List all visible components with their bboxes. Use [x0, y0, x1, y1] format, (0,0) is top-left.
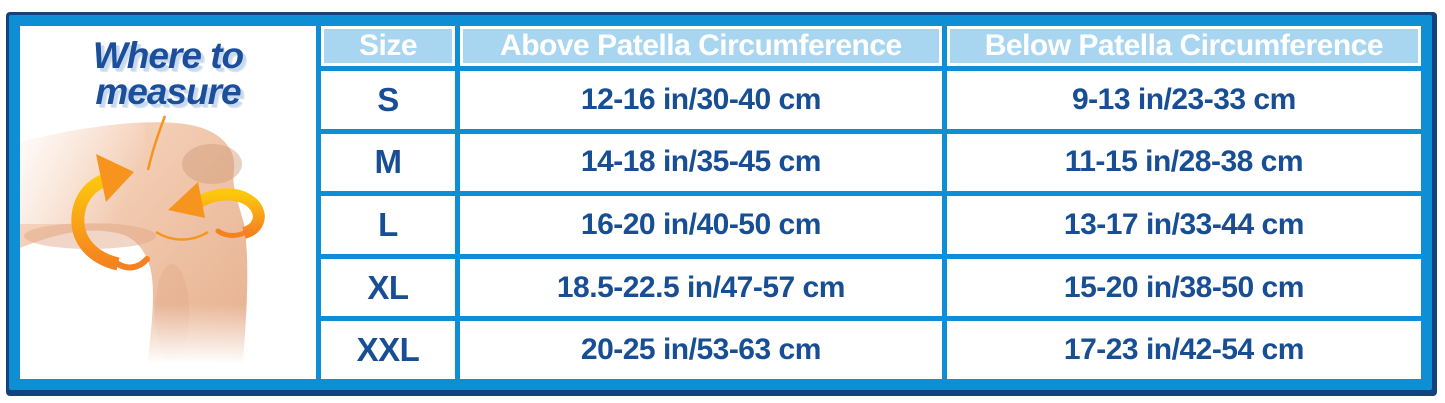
knee-measurement-illustration — [20, 112, 265, 374]
above-cell: 18.5-22.5 in/47-57 cm — [460, 258, 942, 317]
circumference-arrow-above-patella-icon — [71, 154, 150, 271]
above-cell: 20-25 in/53-63 cm — [460, 321, 942, 379]
above-cell: 14-18 in/35-45 cm — [460, 133, 942, 192]
table-row: M 14-18 in/35-45 cm 11-15 in/28-38 cm — [321, 133, 1421, 192]
bent-knee-leg — [20, 112, 263, 374]
panel-title: Where to measure — [20, 35, 316, 112]
blue-border-frame: Where to measure — [9, 15, 1432, 390]
below-cell: 9-13 in/23-33 cm — [946, 71, 1421, 129]
column-header-below-patella: Below Patella Circumference — [946, 26, 1421, 66]
size-cell: XL — [321, 258, 455, 317]
below-cell: 17-23 in/42-54 cm — [946, 321, 1421, 379]
size-cell: XXL — [321, 321, 455, 379]
below-cell: 11-15 in/28-38 cm — [946, 133, 1421, 192]
measurement-mark-lines — [146, 115, 209, 241]
size-cell: M — [321, 133, 455, 192]
table-row: XL 18.5-22.5 in/47-57 cm 15-20 in/38-50 … — [321, 258, 1421, 317]
table-row: XXL 20-25 in/53-63 cm 17-23 in/42-54 cm — [321, 321, 1421, 379]
above-cell: 12-16 in/30-40 cm — [460, 71, 942, 129]
column-header-above-patella: Above Patella Circumference — [460, 26, 942, 66]
below-cell: 15-20 in/38-50 cm — [946, 258, 1421, 317]
size-table: Size Above Patella Circumference Below P… — [316, 21, 1426, 384]
size-cell: S — [321, 71, 455, 129]
content-area: Where to measure — [20, 21, 1426, 384]
table-row: S 12-16 in/30-40 cm 9-13 in/23-33 cm — [321, 71, 1421, 129]
size-cell: L — [321, 196, 455, 254]
below-cell: 13-17 in/33-44 cm — [946, 196, 1421, 254]
panel-title-line1: Where to — [92, 35, 244, 76]
outer-navy-border: Where to measure — [6, 12, 1437, 396]
header-row: Size Above Patella Circumference Below P… — [321, 26, 1421, 66]
measure-panel: Where to measure — [20, 26, 316, 379]
above-cell: 16-20 in/40-50 cm — [460, 196, 942, 254]
panel-title-line2: measure — [95, 70, 241, 112]
column-header-size: Size — [321, 26, 455, 66]
size-table-area: Size Above Patella Circumference Below P… — [316, 21, 1426, 384]
circumference-arrow-below-patella-icon — [168, 182, 265, 239]
table-row: L 16-20 in/40-50 cm 13-17 in/33-44 cm — [321, 196, 1421, 254]
